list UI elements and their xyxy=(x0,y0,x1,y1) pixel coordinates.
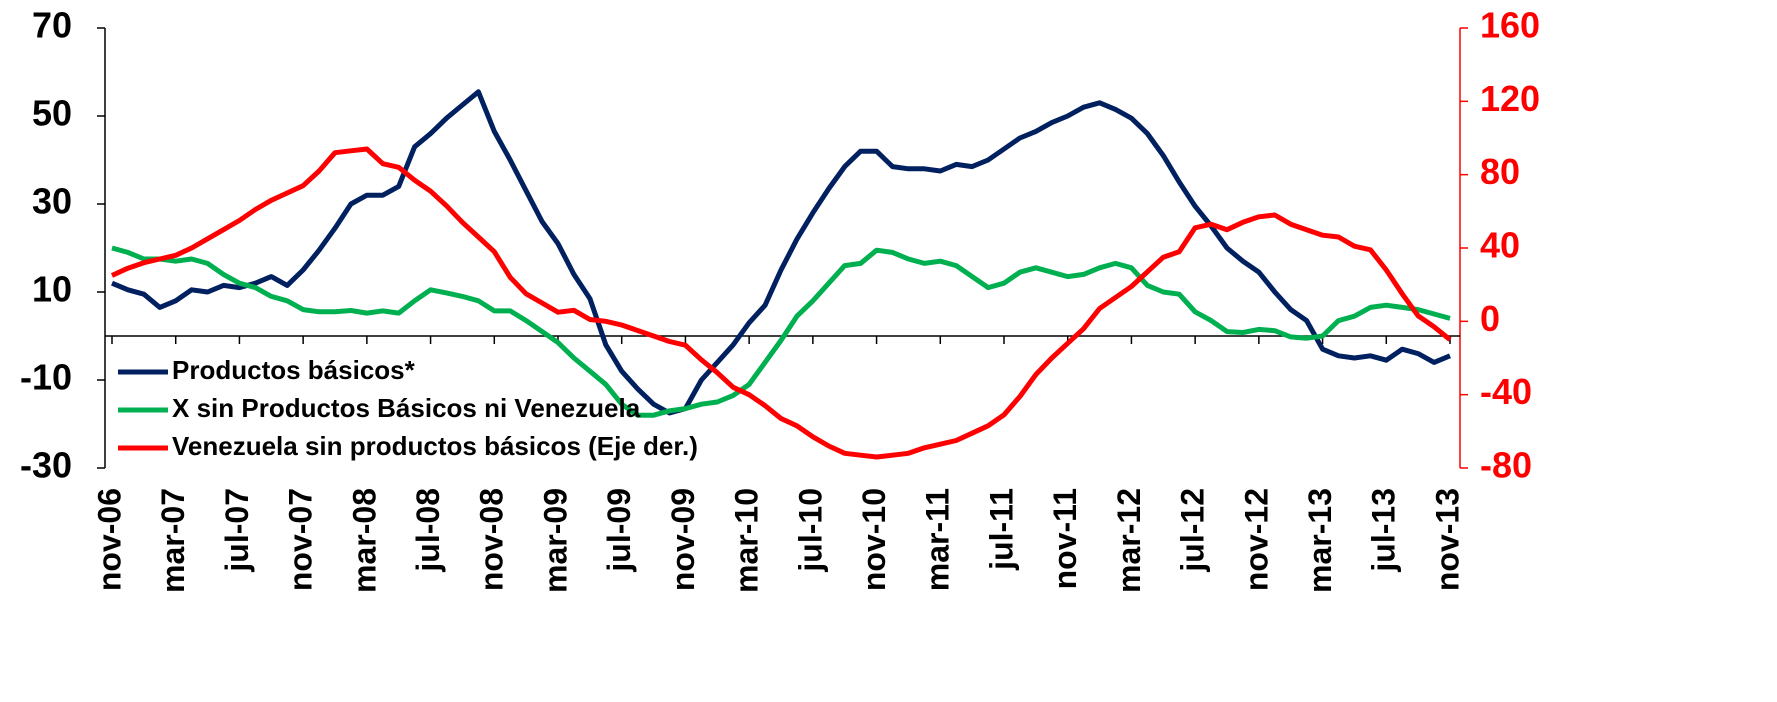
x-tick-label: jul-08 xyxy=(410,488,446,573)
series-line xyxy=(111,245,1451,418)
x-tick-label: jul-10 xyxy=(792,488,828,573)
x-tick-label: jul-11 xyxy=(983,488,1019,571)
x-tick-label: jul-07 xyxy=(219,488,255,573)
y-tick-label: 10 xyxy=(32,269,72,310)
x-tick-label: jul-09 xyxy=(601,488,637,573)
x-tick-label: jul-13 xyxy=(1366,488,1402,573)
y-tick-label: 50 xyxy=(32,93,72,134)
x-tick-label: mar-11 xyxy=(920,488,956,591)
x-tick-label: mar-13 xyxy=(1302,488,1338,593)
x-tick-label: nov-13 xyxy=(1429,488,1465,591)
x-tick-label: jul-12 xyxy=(1175,488,1211,573)
x-tick-label: nov-06 xyxy=(91,488,127,591)
y2-tick-label: -80 xyxy=(1480,445,1532,486)
y2-tick-label: 0 xyxy=(1480,298,1500,339)
legend-label: Venezuela sin productos básicos (Eje der… xyxy=(172,431,698,461)
x-tick-label: mar-12 xyxy=(1111,488,1147,593)
y-tick-label: 70 xyxy=(32,5,72,46)
x-tick-label: mar-09 xyxy=(537,488,573,593)
x-tick-label: nov-11 xyxy=(1047,488,1083,589)
x-tick-label: mar-08 xyxy=(346,488,382,593)
x-tick-label: nov-12 xyxy=(1238,488,1274,591)
y2-tick-label: -40 xyxy=(1480,371,1532,412)
series-line xyxy=(110,146,1452,460)
x-tick-label: nov-10 xyxy=(856,488,892,591)
y2-tick-label: 160 xyxy=(1480,5,1540,46)
y2-tick-label: 120 xyxy=(1480,78,1540,119)
x-tick-label: nov-08 xyxy=(474,488,510,591)
x-tick-label: mar-10 xyxy=(729,488,765,593)
y-tick-label: -30 xyxy=(20,445,72,486)
series-line xyxy=(111,89,1451,416)
y2-tick-label: 40 xyxy=(1480,225,1520,266)
x-tick-label: mar-07 xyxy=(155,488,191,593)
y2-tick-label: 80 xyxy=(1480,151,1520,192)
x-tick-label: nov-07 xyxy=(283,488,319,591)
x-tick-label: nov-09 xyxy=(665,488,701,591)
legend-label: X sin Productos Básicos ni Venezuela xyxy=(172,393,641,423)
y-tick-label: 30 xyxy=(32,181,72,222)
y-tick-label: -10 xyxy=(20,357,72,398)
legend-label: Productos básicos* xyxy=(172,355,416,385)
